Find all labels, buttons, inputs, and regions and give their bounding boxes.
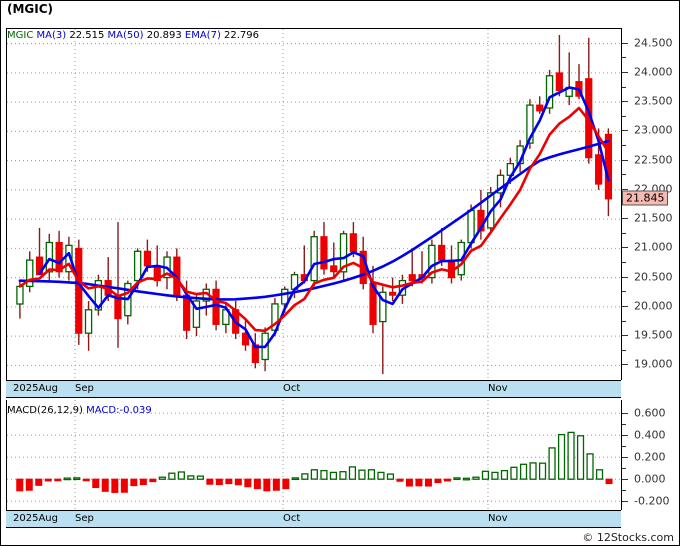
- price-tickmark: [622, 130, 628, 132]
- legend-macd-key: MACD:: [86, 405, 120, 416]
- macd-tickmark: [622, 457, 628, 459]
- macd-tickmark: [622, 413, 628, 415]
- price-minor-tick: [622, 262, 626, 263]
- price-tick-label: 21.500: [634, 211, 673, 225]
- price-minor-tick: [622, 145, 626, 146]
- macd-tick-label: 0.600: [634, 406, 666, 420]
- price-minor-tick: [622, 232, 626, 234]
- price-minor-tick: [622, 291, 626, 293]
- price-date-axis-band: 2025Aug Sep Oct Nov: [6, 380, 621, 398]
- price-tick-label: 24.500: [634, 36, 673, 50]
- price-date-label: Oct: [283, 383, 301, 394]
- macd-date-label: Oct: [283, 513, 301, 524]
- price-tick-label: 20.000: [634, 299, 673, 313]
- macd-tickmark: [622, 435, 628, 437]
- price-tick-label: 19.500: [634, 328, 673, 342]
- legend-ema7-key: EMA(7): [184, 30, 221, 41]
- macd-minor-tick: [622, 424, 626, 426]
- price-minor-tick: [622, 320, 626, 322]
- legend-ma50-key: MA(50): [107, 30, 144, 41]
- legend-ma3-value: 22.515: [69, 30, 105, 41]
- price-date-label: 2025Aug: [13, 383, 58, 394]
- price-minor-tick: [622, 349, 626, 351]
- price-tick-label: 20.500: [634, 270, 673, 284]
- macd-tickmark: [622, 479, 628, 481]
- price-minor-tick: [622, 174, 626, 176]
- macd-tick-label: -0.200: [634, 494, 670, 508]
- legend-symbol: MGIC: [7, 30, 34, 41]
- price-tickmark: [622, 159, 628, 161]
- price-tickmark: [622, 42, 628, 44]
- price-minor-tick: [622, 57, 626, 59]
- price-tick-label: 19.000: [634, 357, 673, 371]
- price-tick-label: 23.000: [634, 123, 673, 137]
- macd-date-label: 2025Aug: [13, 513, 58, 524]
- price-chart-svg: [7, 29, 621, 380]
- macd-axis: -0.200 0.000 0.200 0.400 0.600: [621, 400, 679, 510]
- macd-chart-svg: [7, 400, 621, 510]
- macd-tick-label: 0.000: [634, 472, 666, 486]
- page-title: (MGIC): [7, 2, 54, 16]
- current-price-tag: 21.845: [622, 190, 668, 206]
- price-tick-label: 23.500: [634, 94, 673, 108]
- price-tickmark: [622, 218, 628, 220]
- price-date-label: Nov: [488, 383, 508, 394]
- macd-legend: MACD(26,12,9) MACD:-0.039: [7, 405, 152, 416]
- price-tickmark: [622, 101, 628, 103]
- price-tickmark: [622, 335, 628, 337]
- legend-ema7-value: 22.796: [224, 30, 260, 41]
- price-tickmark: [622, 188, 628, 190]
- price-tickmark: [622, 305, 628, 307]
- price-tickmark: [622, 364, 628, 366]
- macd-minor-tick: [622, 490, 626, 492]
- price-tickmark: [622, 276, 628, 278]
- price-tickmark: [622, 247, 628, 249]
- price-tick-label: 21.000: [634, 240, 673, 254]
- price-tick-label: 22.500: [634, 153, 673, 167]
- macd-date-axis-band: 2025Aug Sep Oct Nov: [6, 510, 621, 528]
- macd-tickmark: [622, 501, 628, 503]
- price-minor-tick: [622, 86, 626, 88]
- price-chart-plot: [6, 28, 621, 380]
- macd-date-label: Nov: [488, 513, 508, 524]
- macd-tick-label: 0.400: [634, 428, 666, 442]
- macd-date-label: Sep: [75, 513, 94, 524]
- macd-minor-tick: [622, 468, 626, 470]
- legend-macd-label: MACD(26,12,9): [7, 405, 83, 416]
- price-tickmark: [622, 71, 628, 73]
- legend-ma3-key: MA(3): [36, 30, 67, 41]
- price-axis: 19.000 19.500 20.000 20.500 21.000 21.500 22.0…: [621, 28, 679, 380]
- price-date-label: Sep: [75, 383, 94, 394]
- macd-chart-plot: [6, 400, 621, 510]
- price-tick-label: 24.000: [634, 65, 673, 79]
- legend-macd-value: -0.039: [119, 405, 152, 416]
- price-minor-tick: [622, 115, 626, 117]
- macd-tick-label: 0.200: [634, 450, 666, 464]
- macd-minor-tick: [622, 446, 626, 448]
- legend-ma50-value: 20.893: [146, 30, 182, 41]
- copyright-footer: © 12Stocks.com: [582, 531, 674, 544]
- price-legend: MGIC MA(3) 22.515 MA(50) 20.893 EMA(7) 2…: [7, 30, 259, 41]
